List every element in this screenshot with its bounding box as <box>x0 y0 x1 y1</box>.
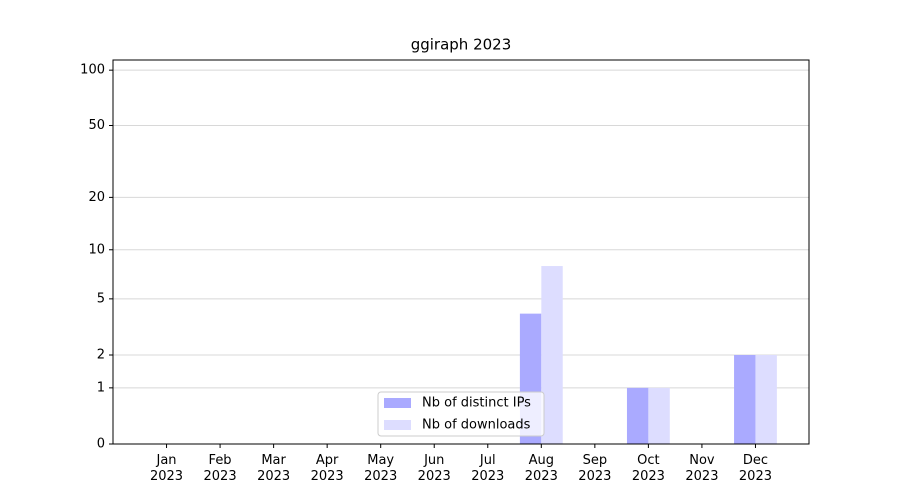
plot-frame <box>112 59 810 445</box>
x-tick-label: Dec 2023 <box>738 453 772 484</box>
x-tick-label: Mar 2023 <box>257 453 291 484</box>
chart-title: ggiraph 2023 <box>411 36 512 54</box>
legend-label: Nb of downloads <box>422 418 531 433</box>
y-tick-label: 50 <box>88 118 105 133</box>
y-tick-label: 20 <box>88 190 105 205</box>
y-tick-label: 0 <box>97 437 105 452</box>
x-tick-label: Jul 2023 <box>471 453 505 484</box>
legend-label: Nb of distinct IPs <box>422 396 531 411</box>
x-tick-label: Oct 2023 <box>631 453 665 484</box>
x-tick-label: Sep 2023 <box>578 453 612 484</box>
x-tick-label: Aug 2023 <box>524 453 558 484</box>
y-tick-label: 1 <box>97 380 105 395</box>
y-tick-label: 100 <box>80 63 105 78</box>
x-tick-label: Jun 2023 <box>417 453 451 484</box>
legend-swatch <box>384 398 411 408</box>
x-tick-label: Jan 2023 <box>149 453 184 484</box>
x-tick-label: Apr 2023 <box>310 453 344 484</box>
x-tick-label: Feb 2023 <box>203 453 237 484</box>
y-tick-label: 10 <box>88 242 105 257</box>
x-tick-label: May 2023 <box>364 453 398 484</box>
bar <box>541 266 563 444</box>
legend-box <box>377 391 545 437</box>
bar <box>648 387 670 444</box>
y-tick-label: 5 <box>97 291 105 306</box>
y-tick-label: 2 <box>97 348 105 363</box>
bar <box>626 387 649 444</box>
bar <box>734 355 756 444</box>
x-tick-label: Nov 2023 <box>685 453 719 484</box>
legend-swatch <box>384 420 411 430</box>
bar <box>755 355 777 444</box>
